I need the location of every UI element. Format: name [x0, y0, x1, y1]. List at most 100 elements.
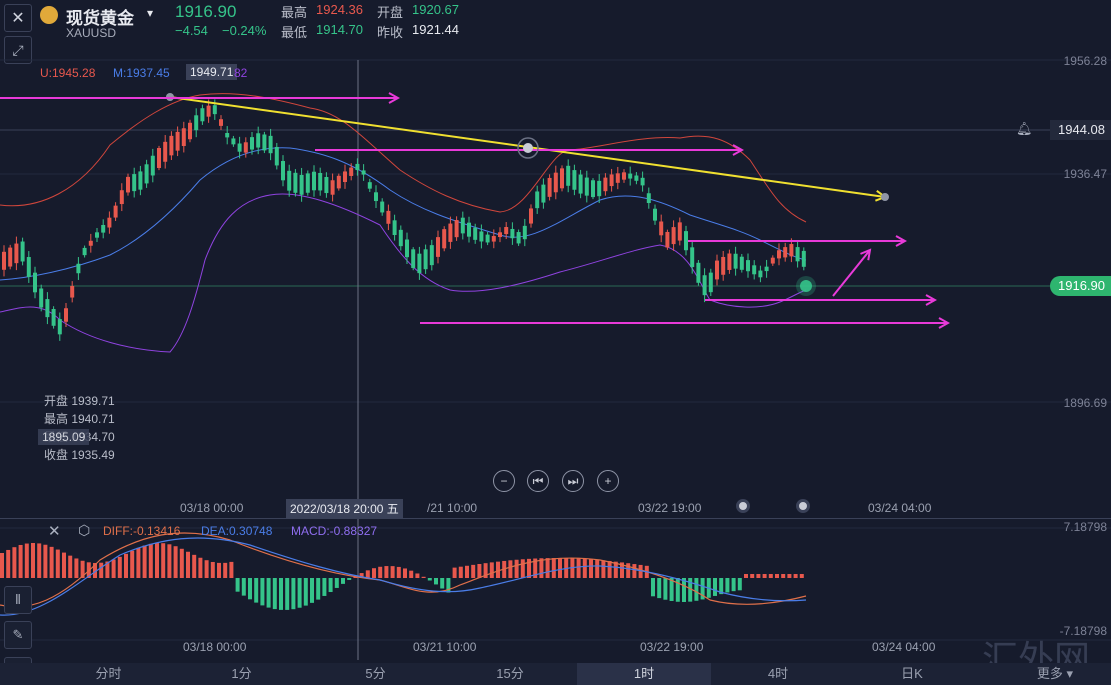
- instrument-dropdown-icon[interactable]: ▾: [147, 6, 154, 20]
- gold-coin-icon: [40, 6, 58, 24]
- candle-body: [64, 308, 68, 322]
- macd-bar: [545, 558, 550, 578]
- macd-bar: [496, 561, 500, 578]
- candle-body: [746, 260, 750, 272]
- y-tick-2: 1936.47: [1063, 167, 1107, 181]
- tab-fenshi[interactable]: 分时: [95, 666, 122, 681]
- low-value: 1914.70: [316, 22, 363, 37]
- indicator-tool-button[interactable]: ⫴: [4, 586, 32, 614]
- macd-bar: [297, 578, 302, 608]
- magenta-lines[interactable]: [0, 98, 948, 323]
- zoom-in-button[interactable]: +: [597, 470, 619, 492]
- macd-bar: [285, 578, 290, 610]
- macd-bar: [613, 561, 618, 578]
- low-label: 最低: [281, 25, 308, 40]
- tab-5min[interactable]: 5分: [365, 666, 386, 681]
- drag-handle-ring[interactable]: [517, 137, 539, 159]
- bell-icon[interactable]: 🔔︎: [1016, 121, 1033, 136]
- candle-body: [237, 143, 242, 152]
- macd-bar: [527, 558, 531, 578]
- scroll-handle-2[interactable]: [796, 499, 810, 513]
- macd-bar: [254, 578, 259, 603]
- candle-body: [343, 171, 347, 183]
- candle-body: [39, 288, 44, 308]
- macd-bar: [793, 574, 798, 578]
- candle-body: [281, 161, 285, 181]
- candle-body: [206, 105, 211, 117]
- macd-bar: [217, 562, 221, 578]
- candle-body: [163, 141, 168, 162]
- macd-bar: [316, 578, 321, 600]
- trend-handle-end[interactable]: [881, 193, 889, 201]
- candle-body: [801, 250, 806, 267]
- macd-bar: [688, 578, 693, 602]
- candle-body: [374, 192, 378, 202]
- close-icon: ✕: [11, 10, 25, 27]
- candle-body: [795, 247, 800, 262]
- candle-body: [764, 266, 769, 272]
- jump-start-button[interactable]: ⏮︎: [527, 470, 549, 492]
- candle-body: [615, 173, 620, 183]
- candle-body: [659, 221, 664, 236]
- tab-1hour[interactable]: 1时: [577, 663, 711, 685]
- candle-body: [336, 175, 341, 189]
- macd-bar: [446, 578, 451, 593]
- candle-body: [26, 257, 31, 277]
- macd-y-bottom: -7.18798: [1059, 624, 1107, 638]
- tab-more[interactable]: 更多 ▾: [1030, 663, 1080, 685]
- high-value: 1924.36: [316, 2, 363, 17]
- candle-body: [417, 253, 422, 274]
- candle-body: [392, 220, 397, 236]
- candle-body: [157, 148, 161, 168]
- macd-bar: [93, 562, 97, 578]
- macd-close-icon[interactable]: ✕: [48, 523, 61, 540]
- candle-body: [405, 239, 409, 258]
- macd-bar: [489, 562, 494, 578]
- crosshair-time-label: 2022/03/18 20:00 五: [286, 499, 403, 518]
- tab-4hour[interactable]: 4时: [767, 666, 789, 681]
- drag-handle-dot[interactable]: [523, 143, 533, 153]
- macd-bar: [74, 558, 79, 578]
- candle-body: [491, 236, 496, 242]
- scroll-handle-1[interactable]: [736, 499, 750, 513]
- macd-bar: [781, 574, 786, 578]
- macd-bar: [551, 558, 556, 578]
- macd-bar: [322, 578, 327, 596]
- jump-end-button[interactable]: ⏭︎: [562, 470, 584, 492]
- draw-tool-button[interactable]: ✎: [4, 621, 32, 649]
- candle-body: [609, 174, 614, 187]
- tab-15min[interactable]: 15分: [496, 666, 524, 681]
- candle-body: [299, 174, 304, 195]
- macd-settings-icon[interactable]: ⬡: [78, 522, 91, 538]
- fullscreen-button[interactable]: ⤢: [4, 36, 32, 64]
- candle-body: [541, 184, 546, 203]
- macd-bar: [520, 559, 525, 578]
- candle-body: [584, 177, 589, 196]
- open-label: 开盘: [377, 5, 404, 20]
- candle-body: [33, 272, 37, 293]
- candle-body: [250, 137, 254, 150]
- candle-body: [560, 168, 564, 189]
- macd-bar: [130, 550, 135, 578]
- boll-lower-band: [0, 193, 807, 353]
- candle-body: [57, 319, 62, 335]
- macd-bar: [731, 578, 736, 592]
- alert-price-tag[interactable]: 1944.08: [1050, 120, 1111, 140]
- macd-bar: [750, 574, 755, 578]
- candle-body: [535, 191, 540, 209]
- macd-bar: [694, 578, 699, 601]
- macd-bar: [626, 563, 631, 578]
- macd-bar: [303, 578, 308, 606]
- macd-bar: [260, 578, 265, 606]
- candle-body: [219, 119, 223, 126]
- tab-1min[interactable]: 1分: [231, 666, 252, 681]
- macd-bar: [68, 555, 73, 578]
- kline-chart[interactable]: [0, 40, 1111, 663]
- close-button[interactable]: ✕: [4, 4, 32, 32]
- instrument-name[interactable]: 现货黄金: [66, 9, 134, 28]
- tab-daily[interactable]: 日K: [901, 666, 923, 681]
- candle-body: [603, 177, 608, 192]
- zoom-out-button[interactable]: −: [493, 470, 515, 492]
- macd-bar: [632, 564, 637, 578]
- candle-body: [107, 217, 112, 228]
